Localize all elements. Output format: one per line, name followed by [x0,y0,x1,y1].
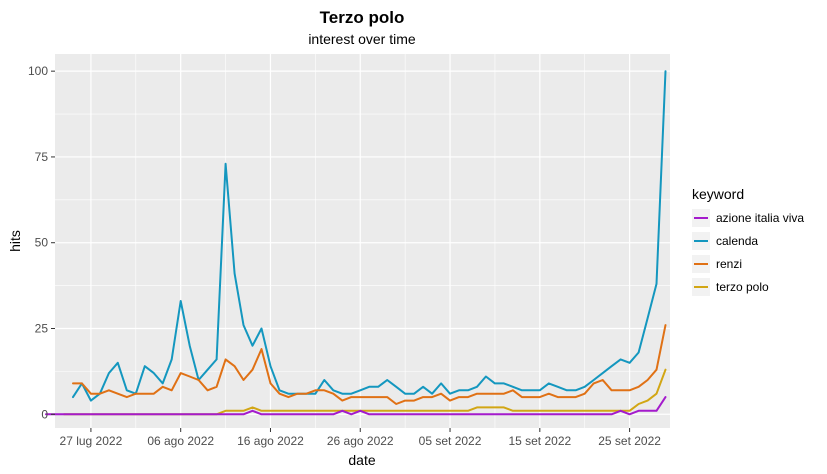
legend-label: renzi [716,257,742,271]
x-tick-label: 06 ago 2022 [147,434,214,448]
y-axis-title: hits [7,230,23,252]
x-tick-label: 16 ago 2022 [237,434,304,448]
y-axis: 0 25 50 75 100 [28,64,55,421]
y-tick-label: 0 [41,407,48,421]
legend: keyword azione italia viva calenda renzi te… [692,186,804,296]
legend-title: keyword [692,186,744,202]
series-line-calenda [72,70,667,402]
y-tick-label: 50 [35,236,49,250]
x-tick-label: 27 lug 2022 [60,434,123,448]
plot-panel [55,54,670,428]
y-tick-label: 100 [28,64,48,78]
series-line-azione-italia-viva [45,396,667,416]
legend-label: calenda [716,234,758,248]
x-tick-label: 05 set 2022 [419,434,482,448]
x-tick-label: 25 set 2022 [598,434,661,448]
chart-subtitle: interest over time [308,31,416,47]
y-tick-label: 25 [35,321,49,335]
series-line-renzi [72,324,667,405]
x-tick-label: 26 ago 2022 [327,434,394,448]
chart-title: Terzo polo [320,8,405,27]
x-axis-title: date [348,452,375,468]
y-tick-label: 75 [35,150,49,164]
legend-label: terzo polo [716,280,769,294]
x-axis: 27 lug 2022 06 ago 2022 16 ago 2022 26 ago … [60,428,661,448]
x-tick-label: 15 set 2022 [508,434,571,448]
legend-label: azione italia viva [716,211,804,225]
series-layer [45,70,667,416]
